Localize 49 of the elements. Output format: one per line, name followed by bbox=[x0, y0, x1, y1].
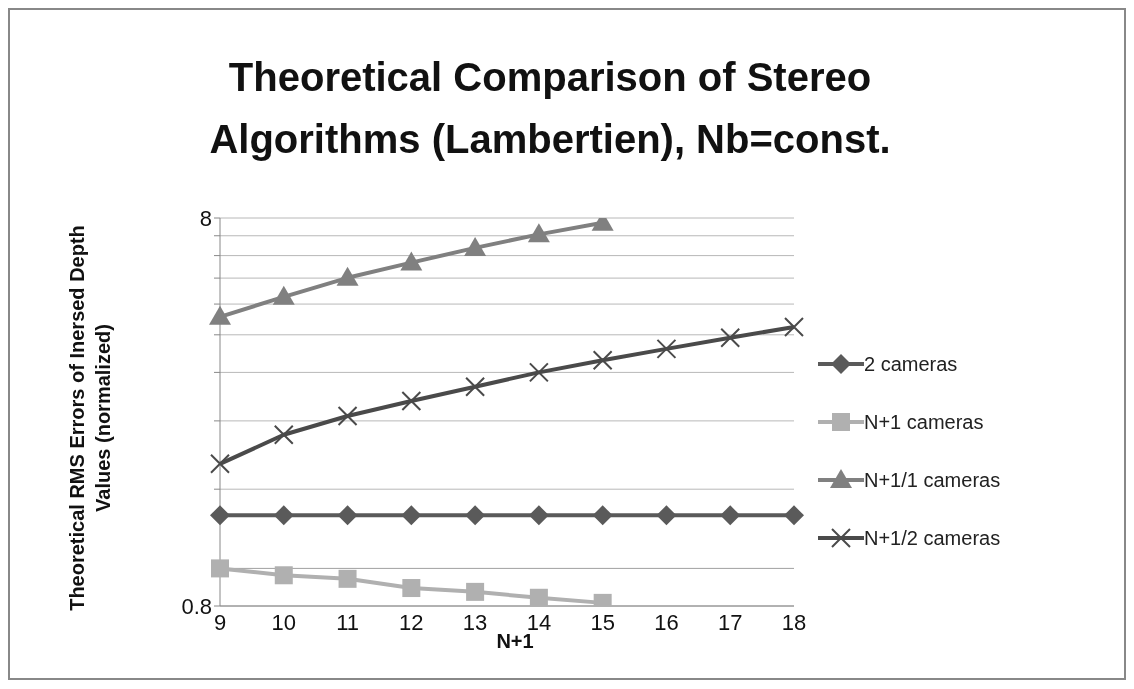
legend-label: N+1 cameras bbox=[864, 410, 984, 434]
point bbox=[402, 579, 421, 598]
point bbox=[401, 391, 422, 412]
point bbox=[784, 505, 804, 526]
point bbox=[336, 266, 359, 286]
x-tick-label: 18 bbox=[781, 609, 807, 635]
x-tick-label: 16 bbox=[654, 609, 679, 635]
x-tick-label: 15 bbox=[590, 609, 615, 635]
x-tick-label: 9 bbox=[213, 609, 227, 635]
point bbox=[656, 338, 677, 359]
y-axis-title: Theoretical RMS Errors of Inersed Depth Values (normalized) bbox=[65, 224, 115, 613]
point bbox=[209, 305, 231, 325]
y-tick-label: 0.8 bbox=[181, 593, 212, 619]
point bbox=[528, 505, 549, 526]
legend-label: 2 cameras bbox=[864, 352, 958, 376]
point bbox=[592, 505, 613, 526]
point bbox=[592, 350, 613, 371]
point bbox=[465, 505, 486, 526]
legend-label: N+1/2 cameras bbox=[864, 526, 1001, 550]
point bbox=[400, 251, 423, 271]
chart-title: Theoretical Comparison of Stereo Algorithms (Lambertien), Nb=const. bbox=[208, 54, 892, 163]
point bbox=[527, 223, 550, 243]
point bbox=[337, 505, 358, 526]
point bbox=[656, 505, 677, 526]
point bbox=[784, 316, 804, 337]
point bbox=[272, 285, 295, 305]
point bbox=[464, 236, 487, 256]
point bbox=[720, 505, 741, 526]
point bbox=[528, 362, 549, 383]
legend-label: N+1/1 cameras bbox=[864, 468, 1001, 492]
point bbox=[529, 588, 548, 606]
point bbox=[401, 505, 422, 526]
point bbox=[720, 327, 741, 348]
point bbox=[210, 453, 230, 474]
x-tick-label: 13 bbox=[462, 609, 488, 635]
point bbox=[210, 505, 230, 526]
point bbox=[211, 559, 229, 578]
point bbox=[337, 406, 358, 427]
point bbox=[274, 566, 293, 585]
x-tick-label: 10 bbox=[271, 609, 297, 635]
point bbox=[273, 424, 294, 445]
point bbox=[466, 582, 485, 601]
y-tick-label: 8 bbox=[199, 205, 212, 231]
point bbox=[465, 376, 486, 397]
point bbox=[273, 505, 294, 526]
x-tick-label: 17 bbox=[717, 609, 743, 635]
x-tick-label: 12 bbox=[399, 609, 424, 635]
point bbox=[338, 569, 357, 588]
x-tick-label: 11 bbox=[336, 609, 359, 635]
